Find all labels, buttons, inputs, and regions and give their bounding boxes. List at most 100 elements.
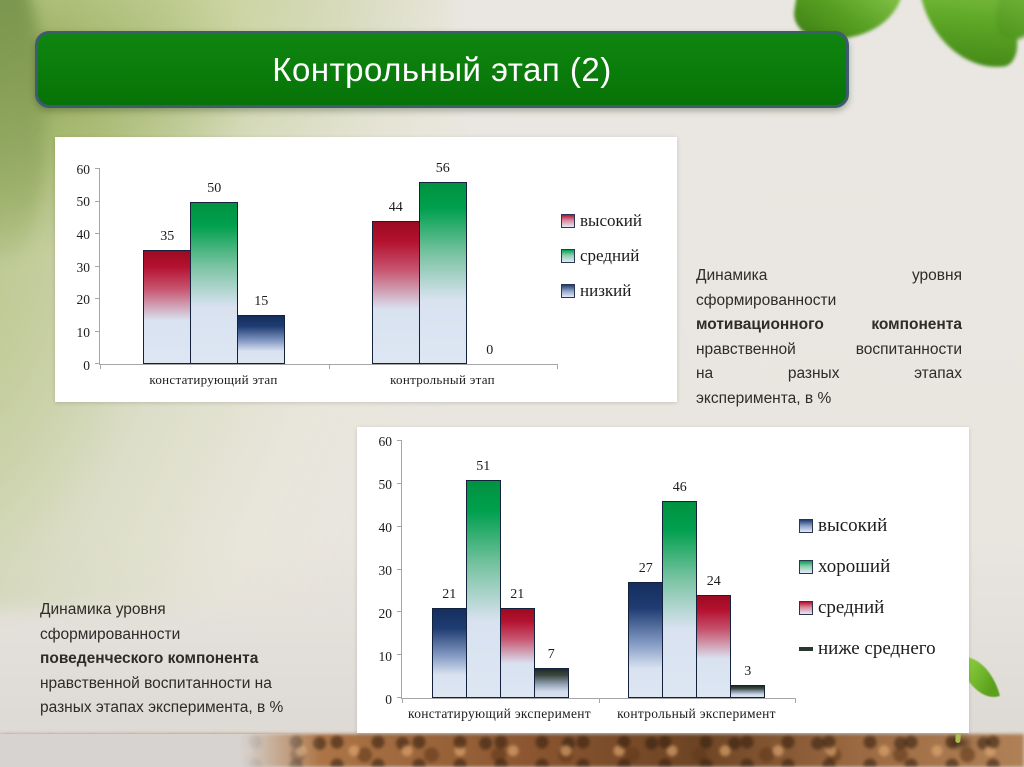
x-tick-mark [557,364,558,369]
caption-line: поведенческого компонента [40,650,259,667]
legend-item: средний [561,246,677,266]
caption-line: эксперимента, в % [696,389,832,407]
bar-хороший [662,500,698,698]
y-tick-mark [95,330,100,332]
legend-item: низкий [561,281,677,301]
legend-marker [799,647,813,651]
caption-word: воспитанности [855,340,962,358]
bar-хороший [465,479,501,698]
bar-value-label: 24 [706,574,721,590]
legend-label: низкий [580,281,632,300]
bar-group: 27 46 24 3 [599,441,796,698]
y-tick-mark [397,654,402,656]
bar-средний [696,595,732,698]
bar-slot: 7 [533,441,569,698]
y-tick-label: 20 [378,605,393,621]
y-tick-mark [95,233,100,235]
x-axis-labels: констатирующий эксперимент контрольный эк… [367,706,795,722]
caption-line: сформированности [40,625,181,643]
x-tick-mark [402,698,403,703]
chart-behavioral-component: 0 10 20 30 40 50 60 21 51 21 7 27 46 24 3 констатирующи… [357,427,969,733]
legend-marker [799,560,813,574]
bar-низкий [237,315,286,364]
y-tick-label: 40 [378,519,393,535]
legend-label: средний [818,597,885,618]
legend-item: хороший [799,556,969,578]
plot-wrap: 0 10 20 30 40 50 60 21 51 21 7 27 46 24 3 констатирующи… [357,427,799,733]
bar-slot: 15 [237,169,286,364]
soil-gray-overlay [0,734,320,767]
slide-title: Контрольный этап (2) [272,50,612,88]
bar-ниже среднего [533,668,569,698]
bar-slot: 27 [628,441,664,698]
bar-value-label: 50 [207,180,222,196]
y-tick-mark [397,611,402,613]
bar-slot: 44 [371,169,420,364]
plot-row: 0 10 20 30 40 50 60 35 50 15 44 56 0 [65,161,558,371]
x-axis-labels: констатирующий этап контрольный этап [65,372,557,388]
y-tick-mark [397,525,402,527]
y-tick-mark [95,168,100,169]
bar-value-label: 27 [638,561,653,577]
y-tick-label: 0 [83,357,90,373]
x-category-label: контрольный эксперимент [617,706,776,721]
bar-slot: 56 [418,161,467,364]
caption-line: мотивационного компонента [696,313,962,338]
y-tick-label: 60 [76,161,91,177]
caption-line: нравственной воспитанности на [40,674,272,692]
bar-высокий [431,608,467,698]
legend-label: ниже среднего [818,638,936,659]
legend-marker [561,214,575,228]
x-tick-mark [598,698,600,703]
caption-word: разных [787,365,840,382]
y-axis-labels: 0 10 20 30 40 50 60 [65,162,99,371]
bar-высокий [628,582,664,698]
y-axis-labels: 0 10 20 30 40 50 60 [367,434,401,705]
caption-line: сформированности [696,291,837,309]
caption-line: разных этапах эксперимента, в % [40,699,284,716]
bar-group: 21 51 21 7 [402,441,599,698]
bar-slot: 46 [662,441,698,698]
caption-line: на разных этапах [696,362,962,387]
bar-slot: 51 [465,441,501,698]
legend-marker [561,284,575,298]
legend-marker [561,249,575,263]
caption-line: нравственной воспитанности [696,338,962,363]
bar-средний [418,182,467,364]
y-tick-label: 40 [76,226,91,242]
caption-word: уровня [911,267,962,284]
seedling-shadow [948,735,974,751]
bar-ниже среднего [730,685,766,698]
bar-value-label: 51 [476,458,491,474]
seedling-decoration [942,647,1012,767]
bar-value-label: 15 [254,294,269,310]
legend-item: высокий [561,211,677,231]
legend-label: хороший [818,556,891,577]
plot-row: 0 10 20 30 40 50 60 21 51 21 7 27 46 24 3 [367,434,796,705]
x-tick-mark [795,698,796,703]
plot-area: 21 51 21 7 27 46 24 3 [397,440,796,703]
bar-value-label: 44 [388,200,403,215]
y-tick-label: 30 [76,259,91,275]
bar-value-label: 0 [486,343,494,358]
bar-value-label: 21 [510,587,525,603]
caption-line: Динамика уровня [696,264,962,289]
bar-chart: 0 10 20 30 40 50 60 35 50 15 44 56 0 констатирующий э… [55,137,677,402]
bar-slot: 24 [696,441,732,698]
y-tick-mark [397,568,402,570]
y-tick-mark [397,440,402,441]
y-tick-mark [95,363,100,364]
plot-wrap: 0 10 20 30 40 50 60 35 50 15 44 56 0 констатирующий э… [55,137,561,402]
caption-word: компонента [871,316,962,333]
legend-label: средний [580,246,640,265]
bar-value-label: 7 [547,647,555,663]
bar-средний [190,201,239,364]
bar-slot: 3 [730,441,766,698]
bar-value-label: 21 [442,587,457,603]
bar-group: 35 50 15 [100,169,329,364]
caption-word: Динамика [696,267,768,284]
y-tick-label: 50 [76,193,91,209]
legend-label: высокий [580,211,642,230]
legend-marker [799,519,813,533]
